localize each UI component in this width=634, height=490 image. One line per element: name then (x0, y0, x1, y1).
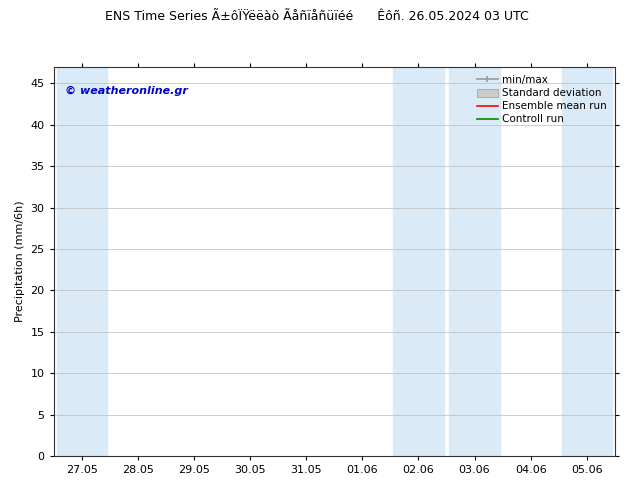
Text: ENS Time Series Ã±ôÏŸëëàò Ãåñïåñüïéé      Êôñ. 26.05.2024 03 UTC: ENS Time Series Ã±ôÏŸëëàò Ãåñïåñüïéé Êôñ… (105, 10, 529, 23)
Legend: min/max, Standard deviation, Ensemble mean run, Controll run: min/max, Standard deviation, Ensemble me… (474, 72, 610, 127)
Bar (618, 67, 634, 456)
Y-axis label: Precipitation (mm/6h): Precipitation (mm/6h) (15, 200, 25, 322)
Bar (393, 67, 444, 456)
Bar (450, 67, 500, 456)
Text: © weatheronline.gr: © weatheronline.gr (65, 86, 188, 97)
Bar (562, 67, 612, 456)
Bar (56, 67, 107, 456)
